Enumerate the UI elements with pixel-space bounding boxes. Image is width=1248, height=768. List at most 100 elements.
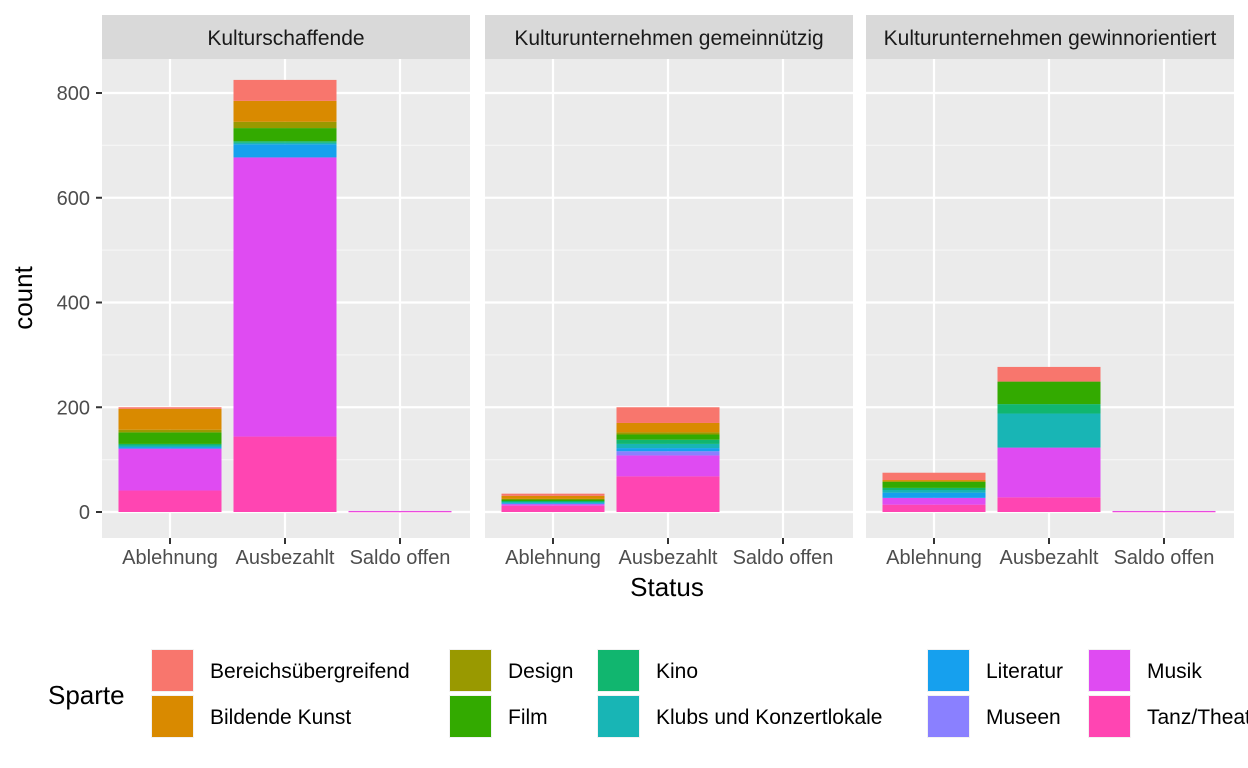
- legend-swatch: [928, 650, 969, 691]
- y-tick-label: 200: [57, 397, 90, 419]
- bar-segment-design: [233, 121, 337, 129]
- bar-segment-bildende-kunst: [616, 422, 720, 433]
- bar-segment-design: [118, 429, 222, 433]
- legend-label: Kino: [656, 660, 698, 683]
- bar-segment-bildende-kunst: [501, 495, 605, 499]
- legend-label: Film: [508, 706, 548, 729]
- legend-item-musik: Musik: [1088, 649, 1202, 692]
- bar-segment-musik: [501, 504, 605, 506]
- legend-swatch: [598, 696, 639, 737]
- x-tick-label: Ablehnung: [122, 547, 218, 569]
- legend-label: Design: [508, 660, 573, 683]
- legend-item-klubs-und-konzertlokale: Klubs und Konzertlokale: [597, 695, 882, 738]
- bar-segment-klubs-und-konzertlokale: [616, 443, 720, 449]
- facet-panel-kulturunternehmen-gewinnorientiert: Kulturunternehmen gewinnorientiert Ablehn…: [866, 15, 1234, 569]
- bar-segment-film: [501, 499, 605, 502]
- legend-label: Tanz/Theater: [1147, 706, 1248, 729]
- facet-panel-kulturschaffende: Kulturschaffende Ablehnung Ausbezahlt Saldo…: [102, 15, 470, 569]
- bar-segment-tanz-theater: [118, 490, 222, 512]
- facet-panel-kulturunternehmen-gemeinnutzig: Kulturunternehmen gemeinnützig Ablehnung A…: [485, 15, 853, 569]
- bar-segment-design: [501, 498, 605, 500]
- bar-segment-kino: [501, 501, 605, 503]
- bar-segment-tanz-theater: [997, 497, 1101, 512]
- legend-label: Museen: [986, 706, 1061, 729]
- legend-label: Bildende Kunst: [210, 706, 351, 729]
- bar-segment-literatur: [118, 447, 222, 449]
- bar-segment-bereichsubergreifend: [882, 472, 986, 481]
- bar-segment-bildende-kunst: [118, 408, 222, 430]
- bar-segment-klubs-und-konzertlokale: [233, 142, 337, 145]
- bar-segment-tanz-theater: [348, 511, 452, 513]
- bar-segment-kino: [616, 439, 720, 444]
- bar-segment-kino: [882, 487, 986, 491]
- facet-strip: [485, 15, 853, 59]
- bar-segment-film: [882, 481, 986, 488]
- bar-segment-tanz-theater: [501, 505, 605, 512]
- bar-segment-museen: [616, 451, 720, 456]
- y-tick-label: 0: [79, 502, 90, 524]
- legend-item-tanz-theater: Tanz/Theater: [1088, 695, 1248, 738]
- bar-segment-klubs-und-konzertlokale: [501, 502, 605, 504]
- x-tick-label: Saldo offen: [1114, 547, 1215, 569]
- bar-segment-tanz-theater: [1112, 511, 1216, 513]
- legend: Sparte Bereichsübergreifend Bildende Kuns…: [48, 649, 1248, 738]
- legend-swatch: [1089, 650, 1130, 691]
- bar-stack-ausbezahlt: [616, 407, 720, 512]
- bar-segment-kino: [233, 141, 337, 143]
- y-tick-label: 600: [57, 188, 90, 210]
- bar-segment-tanz-theater: [233, 436, 337, 512]
- bar-segment-literatur: [501, 503, 605, 504]
- legend-swatch: [928, 696, 969, 737]
- bar-segment-musik: [1112, 510, 1216, 512]
- bar-segment-film: [997, 381, 1101, 405]
- bar-segment-klubs-und-konzertlokale: [118, 445, 222, 448]
- legend-swatch: [450, 650, 491, 691]
- facet-strip-label: Kulturunternehmen gewinnorientiert: [884, 27, 1217, 50]
- legend-swatch: [598, 650, 639, 691]
- legend-label: Bereichsübergreifend: [210, 660, 410, 683]
- legend-label: Literatur: [986, 660, 1063, 683]
- bar-segment-literatur: [882, 492, 986, 498]
- bar-stack-ablehnung: [501, 493, 605, 512]
- facet-panels: Kulturschaffende Ablehnung Ausbezahlt Saldo…: [102, 15, 1234, 569]
- bar-segment-musik: [118, 448, 222, 491]
- bar-segment-musik: [997, 447, 1101, 498]
- bar-segment-museen: [501, 503, 605, 505]
- legend-item-design: Design: [449, 649, 573, 692]
- legend-item-kino: Kino: [597, 649, 698, 692]
- legend-label: Musik: [1147, 660, 1202, 683]
- legend-label: Klubs und Konzertlokale: [656, 706, 882, 729]
- bar-segment-kino: [118, 443, 222, 446]
- bar-segment-klubs-und-konzertlokale: [997, 413, 1101, 448]
- bar-stack-saldo-offen: [348, 510, 452, 513]
- x-tick-label: Ausbezahlt: [619, 547, 718, 569]
- bar-segment-literatur: [233, 144, 337, 158]
- bar-segment-musik: [348, 510, 452, 512]
- x-tick-label: Ausbezahlt: [236, 547, 335, 569]
- bar-segment-film: [616, 434, 720, 440]
- bar-segment-bereichsubergreifend: [997, 366, 1101, 382]
- bar-stack-ablehnung: [118, 407, 222, 512]
- legend-item-museen: Museen: [927, 695, 1061, 738]
- y-axis-title: count: [8, 265, 38, 329]
- bar-segment-musik: [233, 157, 337, 437]
- legend-swatch: [152, 696, 193, 737]
- legend-swatch: [450, 696, 491, 737]
- bar-stack-ausbezahlt: [997, 366, 1101, 512]
- legend-title: Sparte: [48, 680, 125, 710]
- legend-item-film: Film: [449, 695, 548, 738]
- x-tick-label: Ausbezahlt: [1000, 547, 1099, 569]
- x-tick-label: Ablehnung: [505, 547, 601, 569]
- bar-segment-bereichsubergreifend: [233, 79, 337, 101]
- y-tick-label: 800: [57, 83, 90, 105]
- bar-segment-film: [233, 128, 337, 142]
- bar-segment-bildende-kunst: [882, 480, 986, 482]
- bar-segment-kino: [997, 404, 1101, 414]
- bar-stack-saldo-offen: [1112, 510, 1216, 513]
- bar-segment-tanz-theater: [882, 504, 986, 512]
- facet-strip: [866, 15, 1234, 59]
- bar-segment-musik: [882, 497, 986, 505]
- facet-strip-label: Kulturschaffende: [207, 27, 364, 50]
- facet-strip-label: Kulturunternehmen gemeinnützig: [514, 27, 823, 50]
